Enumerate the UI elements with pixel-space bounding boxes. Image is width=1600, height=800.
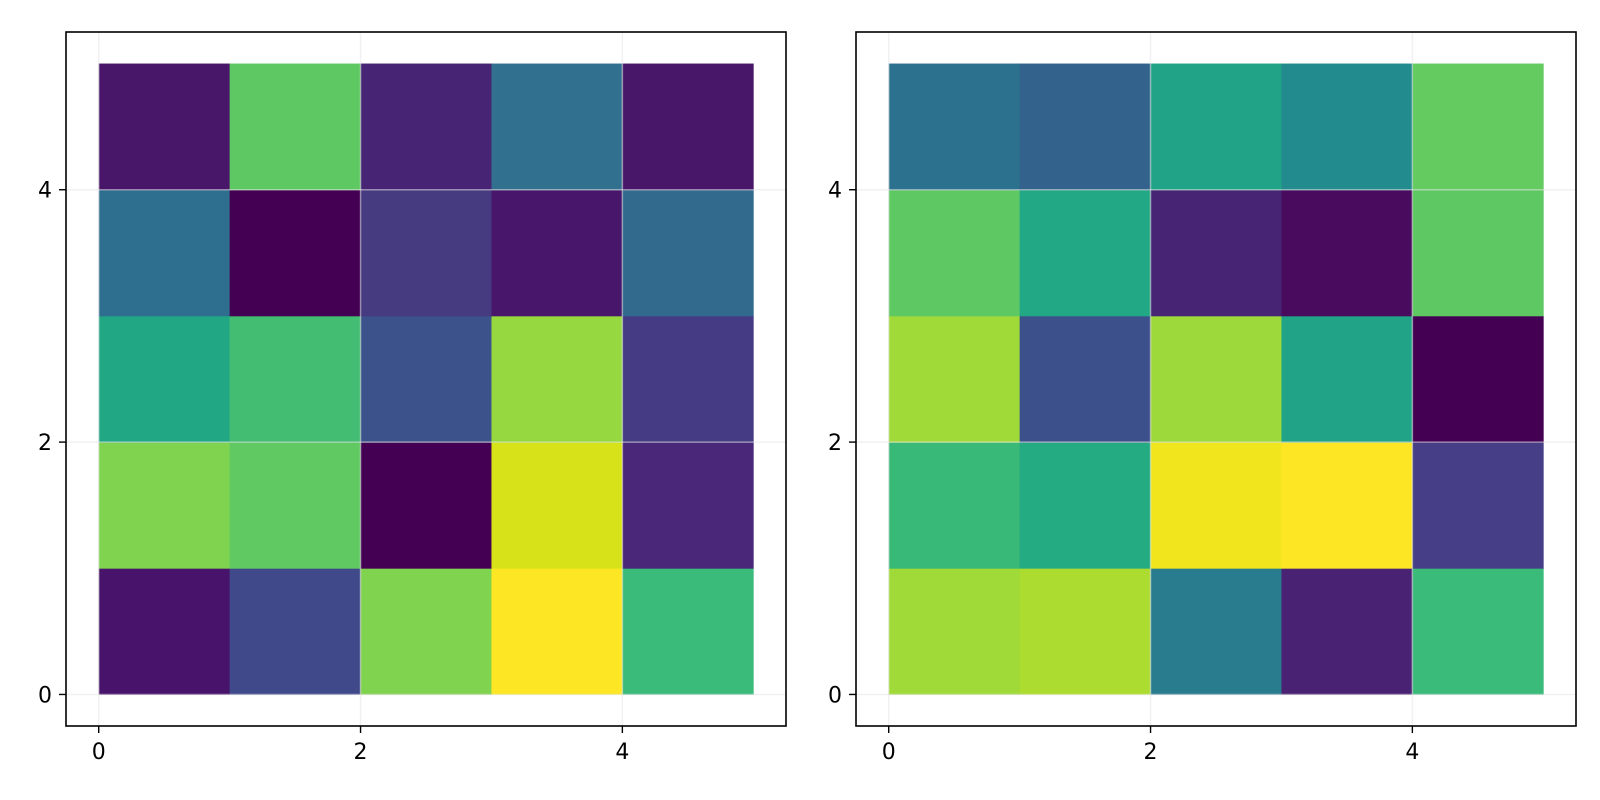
- axes-frame: [855, 31, 1577, 727]
- x-tick-label-0: 0: [882, 740, 896, 765]
- heatmap-cell-r1-c0: [888, 442, 1021, 569]
- heatmap-cell-r1-c2: [1150, 442, 1282, 569]
- heatmap-cell-r2-c3: [491, 315, 623, 443]
- heatmap-cell-r3-c1: [229, 189, 361, 317]
- heatmap-cell-r1-c2: [360, 442, 492, 569]
- heatmap-cell-r0-c3: [1281, 568, 1413, 695]
- x-tick-label-2: 4: [1405, 740, 1419, 765]
- heatmap-cell-r2-c2: [360, 315, 492, 443]
- heatmap-cell-r3-c1: [1019, 189, 1151, 317]
- x-tick-label-1: 2: [354, 740, 368, 765]
- heatmap-panel-left: 0 2 4 0 2 4: [38, 31, 787, 765]
- y-axis-ticks: 0 2 4: [828, 179, 856, 708]
- x-tick-label-2: 4: [615, 740, 629, 765]
- heatmap-cell-r0-c1: [1019, 568, 1151, 695]
- heatmap-cell-r0-c4: [622, 568, 754, 695]
- heatmap-cell-r4-c2: [360, 63, 492, 191]
- heatmap-cell-r0-c3: [491, 568, 623, 695]
- heatmap-panel-right: 0 2 4 0 2 4: [828, 31, 1577, 765]
- heatmap-cell-r0-c1: [229, 568, 361, 695]
- heatmap-cell-r4-c3: [1281, 63, 1413, 191]
- heatmap-cell-r1-c4: [1412, 442, 1544, 569]
- heatmap-cell-r2-c3: [1281, 315, 1413, 443]
- heatmap-cell-r0-c4: [1412, 568, 1544, 695]
- heatmap-cell-r1-c4: [622, 442, 754, 569]
- y-axis-ticks: 0 2 4: [38, 179, 66, 708]
- heatmap-cell-r4-c4: [622, 63, 754, 191]
- heatmap-cell-r2-c1: [1019, 315, 1151, 443]
- heatmap-cell-r4-c4: [1412, 63, 1544, 191]
- gridlines: [66, 32, 786, 726]
- heatmap-cell-r1-c1: [229, 442, 361, 569]
- heatmap-cell-r4-c0: [888, 63, 1021, 191]
- heatmap-cell-r0-c0: [98, 568, 231, 695]
- y-tick-label-1: 2: [38, 431, 52, 456]
- heatmap-cell-r4-c1: [229, 63, 361, 191]
- heatmap-cell-r2-c0: [98, 315, 231, 443]
- y-tick-label-2: 4: [828, 179, 842, 204]
- heatmap-cell-r2-c4: [1412, 315, 1544, 443]
- heatmap-cell-r4-c3: [491, 63, 623, 191]
- y-tick-label-0: 0: [828, 683, 842, 708]
- heatmap-cell-r3-c0: [98, 189, 231, 317]
- heatmap-cell-r3-c3: [491, 189, 623, 317]
- heatmap-cell-r1-c1: [1019, 442, 1151, 569]
- heatmap-cell-r1-c0: [98, 442, 231, 569]
- heatmap-cell-r3-c2: [360, 189, 492, 317]
- y-tick-label-2: 4: [38, 179, 52, 204]
- heatmap-cells: [888, 63, 1544, 695]
- heatmap-cell-r0-c2: [1150, 568, 1282, 695]
- x-tick-label-1: 2: [1144, 740, 1158, 765]
- heatmap-cell-r4-c2: [1150, 63, 1282, 191]
- heatmap-cell-r1-c3: [1281, 442, 1413, 569]
- heatmap-cell-r2-c1: [229, 315, 361, 443]
- heatmap-cell-r3-c0: [888, 189, 1021, 317]
- heatmap-cell-r3-c2: [1150, 189, 1282, 317]
- heatmap-cell-r4-c0: [98, 63, 231, 191]
- heatmap-cell-r4-c1: [1019, 63, 1151, 191]
- heatmap-cell-r1-c3: [491, 442, 623, 569]
- heatmap-cell-r0-c0: [888, 568, 1021, 695]
- heatmap-cells: [98, 63, 754, 695]
- heatmap-cell-r2-c2: [1150, 315, 1282, 443]
- heatmap-cell-r3-c3: [1281, 189, 1413, 317]
- y-tick-label-1: 2: [828, 431, 842, 456]
- x-axis-ticks: 0 2 4: [92, 726, 629, 765]
- x-axis-ticks: 0 2 4: [882, 726, 1419, 765]
- gridlines: [856, 32, 1576, 726]
- heatmap-cell-r3-c4: [622, 189, 754, 317]
- x-tick-label-0: 0: [92, 740, 106, 765]
- heatmap-cell-r3-c4: [1412, 189, 1544, 317]
- heatmap-cell-r2-c4: [622, 315, 754, 443]
- y-tick-label-0: 0: [38, 683, 52, 708]
- heatmap-cell-r2-c0: [888, 315, 1021, 443]
- heatmap-cell-r0-c2: [360, 568, 492, 695]
- axes-frame: [65, 31, 787, 727]
